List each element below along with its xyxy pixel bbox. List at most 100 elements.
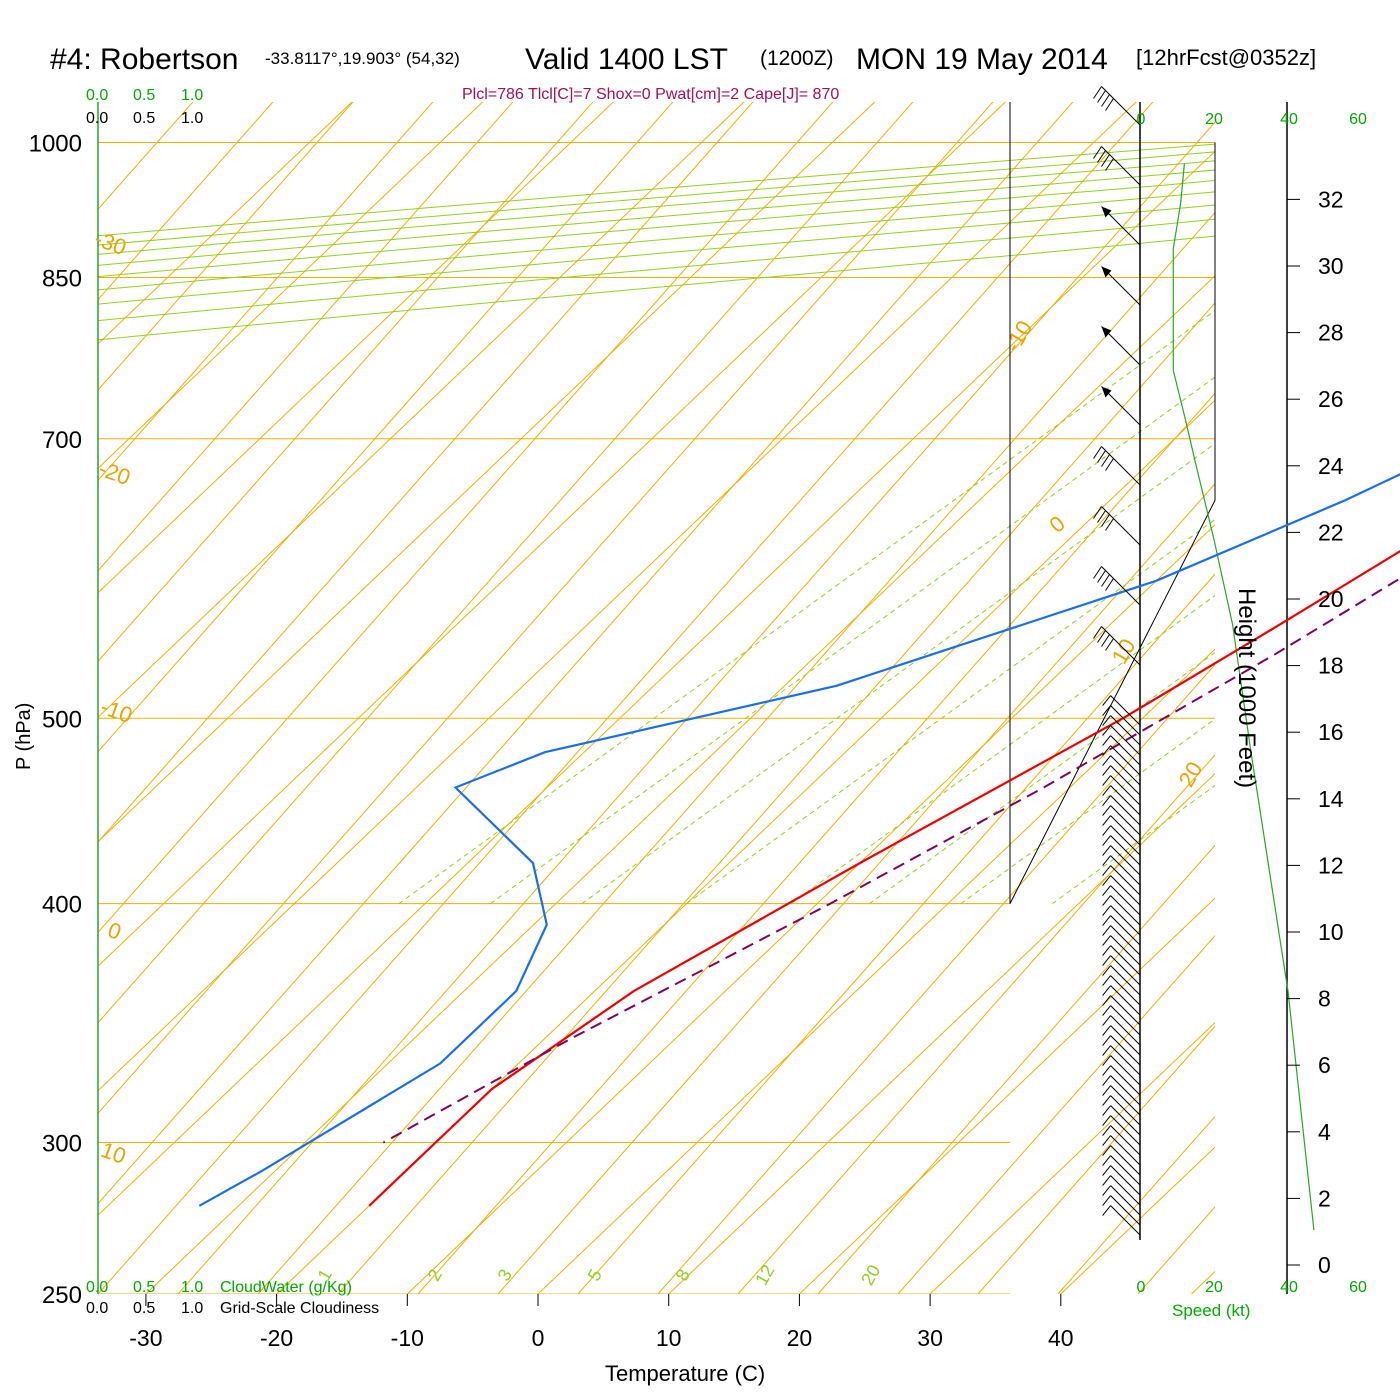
wind-barb xyxy=(1110,1165,1141,1196)
wind-barb xyxy=(1110,855,1141,886)
wind-barb-feather xyxy=(1097,150,1106,163)
wind-barb xyxy=(1110,1125,1141,1156)
wind-barb-feather xyxy=(1102,785,1111,796)
wind-barb xyxy=(1110,1005,1141,1036)
wind-barb xyxy=(1110,815,1141,846)
wind-barb xyxy=(1101,566,1141,606)
wind-barb xyxy=(1110,915,1141,946)
height-tick-label: 8 xyxy=(1318,986,1331,1012)
x-tick-label: 30 xyxy=(917,1325,943,1351)
wind-barb xyxy=(1110,715,1141,746)
wind-barb-feather xyxy=(1102,825,1111,836)
wind-barb xyxy=(1101,86,1141,126)
moist-adiabat-line xyxy=(98,143,1215,237)
wind-barb-feather xyxy=(1102,1145,1111,1156)
wind-barb-feather xyxy=(1102,1065,1111,1076)
isotherm-line xyxy=(98,102,483,469)
isotherm-line xyxy=(145,275,1215,1294)
wind-barb xyxy=(1110,895,1141,926)
wind-barb-feather xyxy=(1102,1035,1111,1046)
wind-barb xyxy=(1110,1195,1141,1226)
height-tick-label: 22 xyxy=(1318,519,1344,545)
wind-barb xyxy=(1110,945,1141,976)
isotherm-line xyxy=(406,524,1215,1294)
wind-barb xyxy=(1110,775,1141,806)
wind-barb xyxy=(1110,935,1141,966)
height-tick-label: 20 xyxy=(1318,586,1344,612)
dry-adiabat-line xyxy=(657,663,1215,1294)
wind-barb xyxy=(1110,965,1141,996)
wind-barbs xyxy=(1093,86,1141,1236)
right-frame-step xyxy=(1009,142,1216,904)
station-coords: -33.8117°,19.903° (54,32) xyxy=(265,49,460,68)
wind-barb xyxy=(1110,1115,1141,1146)
dry-adiabat-line xyxy=(98,102,434,482)
speed-axis-title: Speed (kt) xyxy=(1172,1301,1250,1320)
wind-barb-flag xyxy=(1101,326,1112,338)
tick-labels: -30 -20 -10 0 10 20 30 402503004005007008501000… xyxy=(29,111,1367,1351)
pressure-tick-label: 1000 xyxy=(29,131,82,158)
height-tick-label: 14 xyxy=(1318,786,1344,812)
cloud-green-1: 0.5 xyxy=(133,87,155,104)
height-tick-label: 18 xyxy=(1318,653,1344,679)
moist-adiabat-line xyxy=(98,204,1215,305)
wind-barb xyxy=(1110,885,1141,916)
x-axis-title: Temperature (C) xyxy=(605,1361,765,1386)
wind-barb xyxy=(1110,735,1141,766)
mixing-ratio-label: 12 xyxy=(751,1261,778,1288)
isotherm-line xyxy=(98,102,745,718)
wind-barb xyxy=(1110,975,1141,1006)
speed-tick-bottom: 20 xyxy=(1205,1279,1223,1296)
wind-barb-feather xyxy=(1102,695,1111,706)
mixing-ratio-line xyxy=(398,309,1215,905)
dry-adiabat-line xyxy=(177,121,1215,1294)
wind-barb-feather xyxy=(1105,98,1114,111)
wind-barb-feather xyxy=(1102,1015,1111,1026)
wind-barb xyxy=(1110,765,1141,796)
cloudiness-label: Grid-Scale Cloudiness xyxy=(220,1300,379,1317)
wind-barb xyxy=(1110,995,1141,1026)
isotherm-line xyxy=(98,150,1215,1216)
height-tick-label: 6 xyxy=(1318,1052,1331,1078)
wind-barb-feather xyxy=(1102,755,1111,766)
cloud-black-1b: 0.5 xyxy=(133,1300,155,1317)
wind-barb xyxy=(1110,1145,1141,1176)
mixing-ratio-label: 8 xyxy=(672,1266,694,1285)
wind-barb-feather xyxy=(1102,1135,1111,1146)
wind-barb-flag xyxy=(1101,386,1112,398)
wind-barb xyxy=(1110,1015,1141,1046)
wind-barb-feather xyxy=(1102,895,1111,906)
wind-barb xyxy=(1101,626,1141,666)
wind-barb-feather xyxy=(1101,94,1110,107)
wind-barb xyxy=(1110,1135,1141,1166)
cloud-green-2b: 1.0 xyxy=(181,1279,203,1296)
pressure-tick-label: 400 xyxy=(42,892,82,919)
wind-barb xyxy=(1110,925,1141,956)
cloud-black-0b: 0.0 xyxy=(86,1300,108,1317)
temperature-line xyxy=(368,549,1400,1207)
mixing-ratio-label: 5 xyxy=(584,1266,606,1285)
pressure-tick-label: 500 xyxy=(42,706,82,733)
isotherm-line xyxy=(537,648,1215,1294)
isotherm-line xyxy=(98,102,876,843)
wind-speed-profile xyxy=(1172,163,1315,1231)
wind-barb xyxy=(1110,1085,1141,1116)
wind-barb-feather xyxy=(1093,146,1102,159)
wind-barb-feather xyxy=(1102,855,1111,866)
height-tick-label: 30 xyxy=(1318,253,1344,279)
wind-barb-feather xyxy=(1102,1175,1111,1186)
wind-barb-feather xyxy=(1093,86,1102,99)
cloud-black-1: 0.5 xyxy=(133,110,155,127)
wind-barb xyxy=(1101,446,1141,486)
dry-adiabat-line xyxy=(98,102,914,1024)
wind-barb xyxy=(1110,1045,1141,1076)
wind-barb-feather xyxy=(1102,1115,1111,1126)
height-tick-label: 32 xyxy=(1318,186,1344,212)
dry-adiabat-line xyxy=(98,102,994,1114)
wind-barb-feather xyxy=(1102,1055,1111,1066)
x-tick-label: -10 xyxy=(391,1325,424,1351)
dry-adiabat-line xyxy=(98,102,1074,1205)
wind-barb-feather xyxy=(1102,1165,1111,1176)
wind-barb-feather xyxy=(1102,1185,1111,1196)
isotherm-label: -10 xyxy=(97,694,135,728)
